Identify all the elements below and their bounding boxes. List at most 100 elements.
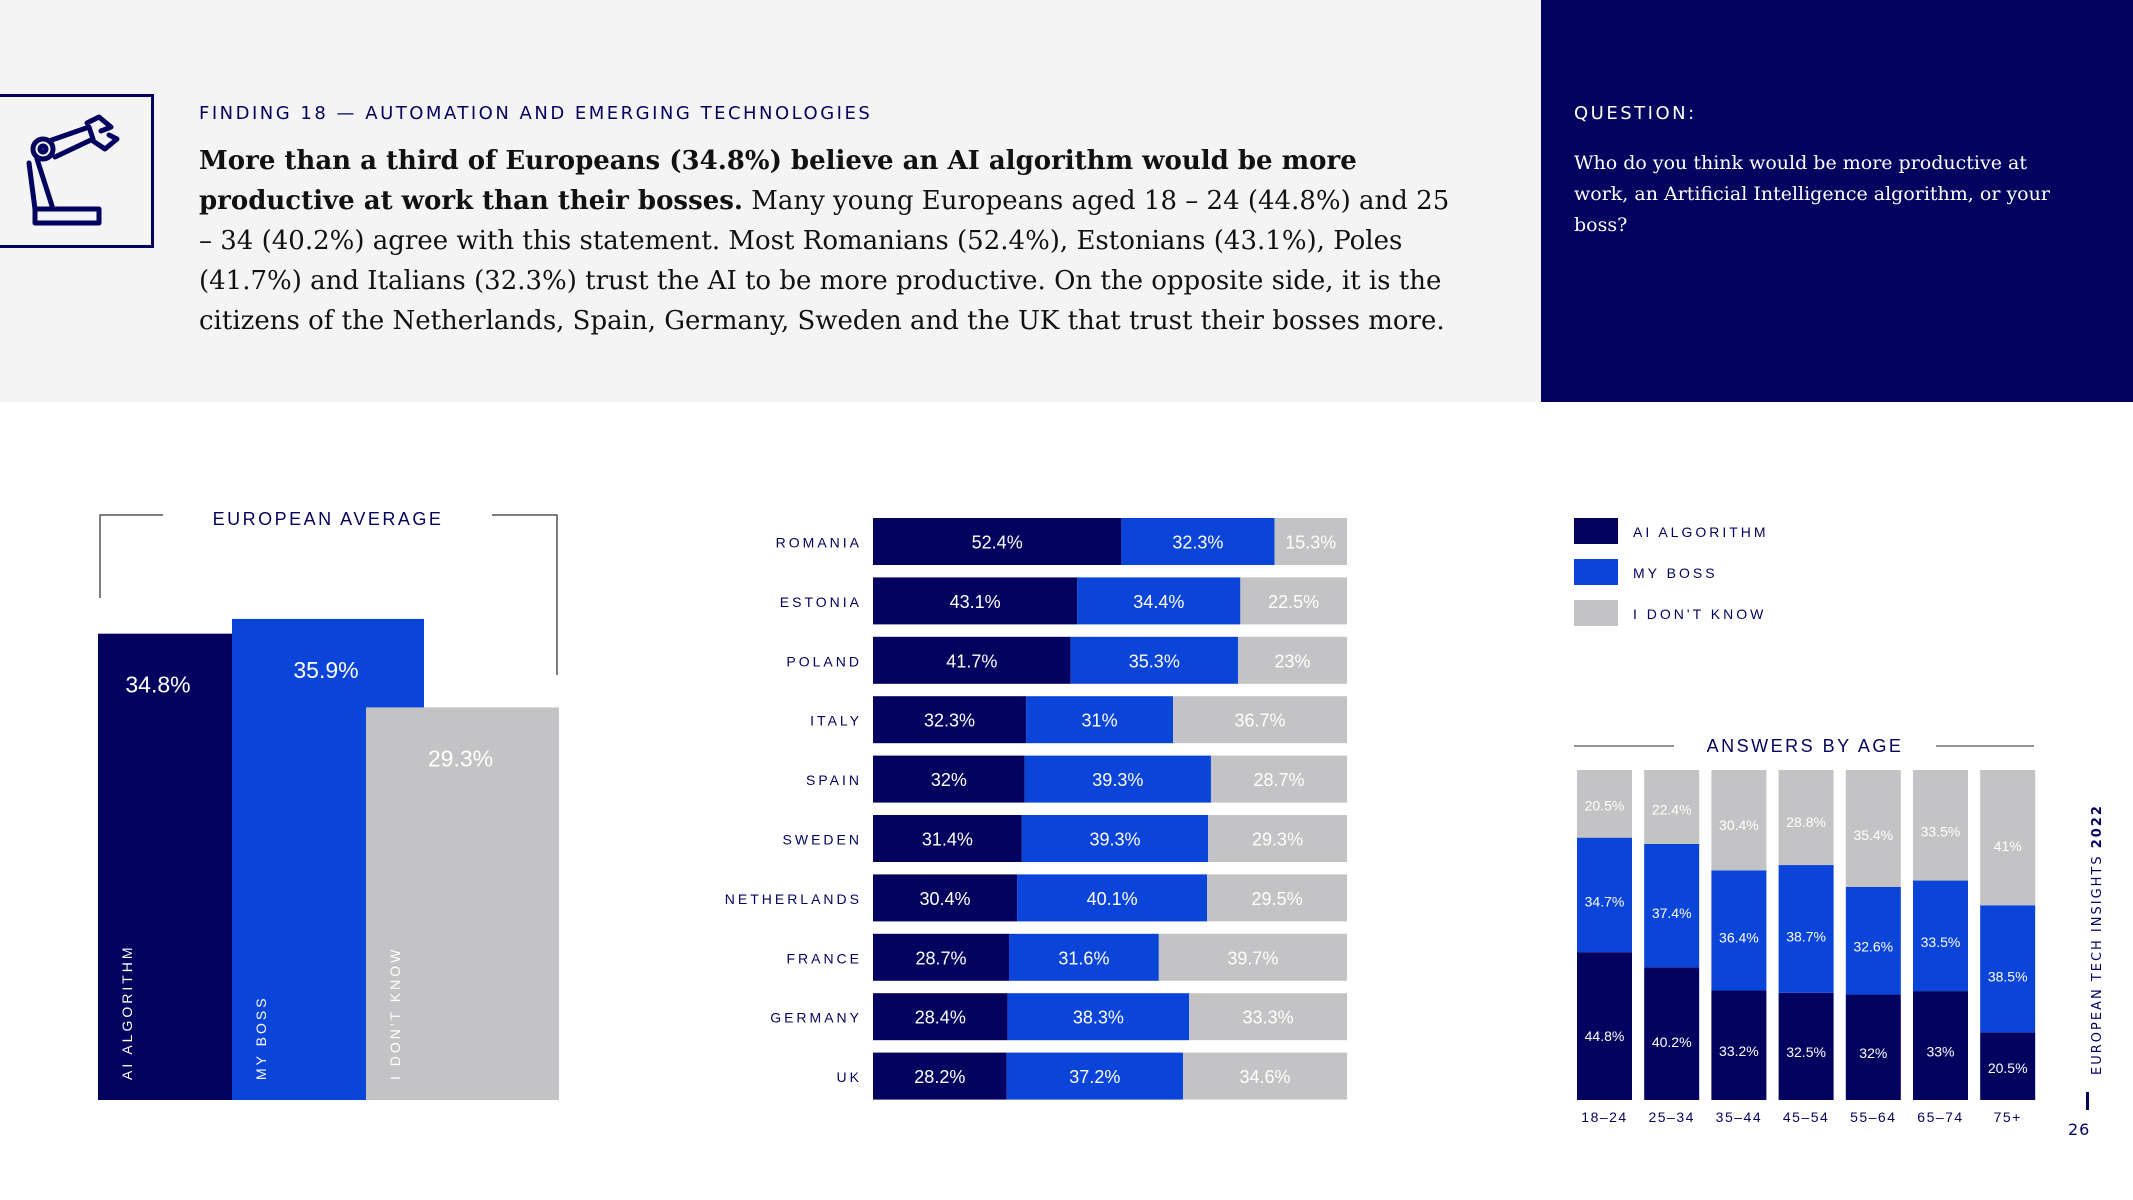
country-bar-segment (1077, 577, 1241, 625)
country-value-label: 37.2% (1069, 1067, 1120, 1087)
age-bar-segment (1845, 886, 1901, 995)
age-category-label: 65–74 (1917, 1109, 1963, 1125)
robotic-arm-icon (26, 114, 120, 226)
age-value-label: 32.6% (1853, 938, 1893, 954)
age-chart-title: ANSWERS BY AGE (1707, 736, 1904, 756)
country-label: ESTONIA (780, 594, 862, 610)
country-bar-segment (873, 636, 1071, 684)
country-value-label: 15.3% (1285, 533, 1336, 553)
country-value-label: 40.1% (1087, 889, 1138, 909)
country-bar-segment (1009, 933, 1159, 981)
country-bar-segment (1274, 518, 1347, 565)
country-chart: ROMANIA 52.4% 32.3% 15.3% ESTONIA 43.1% 34.4% 2… (725, 518, 1347, 1100)
country-value-label: 34.6% (1239, 1067, 1290, 1087)
age-chart: ANSWERS BY AGE 44.8% 34.7% 20.5% 18–24 40.2%… (1574, 736, 2036, 1125)
country-value-label: 31.4% (922, 830, 973, 850)
age-bar-segment (1644, 843, 1700, 968)
country-bar-segment (1007, 993, 1190, 1041)
country-label: GERMANY (770, 1010, 862, 1026)
legend-label: AI ALGORITHM (1633, 524, 1769, 540)
country-bar-segment (1208, 815, 1347, 862)
age-value-label: 33% (1926, 1043, 1954, 1059)
country-bar-segment (1006, 1052, 1183, 1100)
country-bar-segment (873, 815, 1022, 862)
legend-label: I DON'T KNOW (1633, 606, 1766, 622)
avg-value-label-1: 35.9% (293, 657, 358, 683)
age-bar-segment (1577, 770, 1632, 838)
age-value-label: 38.5% (1988, 969, 2028, 985)
age-bar-segment (1845, 770, 1901, 887)
country-bar-segment (1189, 993, 1347, 1041)
country-value-label: 39.7% (1227, 948, 1278, 968)
age-bar-segment (1778, 992, 1834, 1100)
report-title-year: 2022 (2090, 804, 2105, 849)
country-value-label: 32.3% (924, 711, 975, 731)
country-bar-segment (1182, 1052, 1347, 1100)
country-value-label: 35.3% (1129, 651, 1180, 671)
country-value-label: 32.3% (1172, 533, 1223, 553)
country-value-label: 39.3% (1089, 830, 1140, 850)
country-value-label: 33.3% (1243, 1008, 1294, 1028)
european-average-title: EUROPEAN AVERAGE (213, 509, 444, 529)
page-number: 26 (2068, 1120, 2091, 1139)
legend-swatch (1574, 600, 1618, 626)
age-category-label: 55–64 (1850, 1109, 1896, 1125)
country-value-label: 29.5% (1252, 889, 1303, 909)
age-value-label: 36.4% (1719, 929, 1759, 945)
country-value-label: 41.7% (946, 651, 997, 671)
avg-category-label-1: MY BOSS (253, 995, 269, 1080)
country-bar-segment (873, 993, 1008, 1041)
age-value-label: 33.2% (1719, 1043, 1759, 1059)
country-value-label: 31.6% (1058, 948, 1109, 968)
finding-bold: More than a third of Europeans (34.8%) b… (199, 146, 1357, 216)
age-bar-segment (1577, 952, 1632, 1100)
country-label: ROMANIA (776, 535, 862, 551)
finding-panel: FINDING 18 — AUTOMATION AND EMERGING TEC… (0, 0, 1541, 402)
country-bar-segment (873, 577, 1078, 625)
finding-label: FINDING 18 — AUTOMATION AND EMERGING TEC… (199, 103, 873, 124)
age-value-label: 44.8% (1585, 1028, 1625, 1044)
question-panel (1541, 0, 2133, 402)
age-bar-segment (1913, 991, 1968, 1100)
age-bar-segment (1711, 990, 1767, 1100)
age-bar-segment (1644, 770, 1700, 844)
age-bar-segment (1778, 865, 1834, 993)
age-category-label: 75+ (1994, 1109, 2022, 1125)
age-category-label: 45–54 (1783, 1109, 1829, 1125)
age-value-label: 30.4% (1719, 817, 1759, 833)
country-value-label: 29.3% (1252, 830, 1303, 850)
country-bar-segment (873, 696, 1027, 744)
age-bar-segment (1644, 967, 1700, 1100)
avg-category-label-0: AI ALGORITHM (119, 944, 135, 1080)
country-bar-segment (1207, 874, 1347, 922)
bracket-right (492, 514, 558, 675)
finding-text: More than a third of Europeans (34.8%) b… (199, 141, 1459, 341)
finding-body: Many young Europeans aged 18 – 24 (44.8%… (199, 186, 1450, 336)
country-value-label: 28.2% (914, 1067, 965, 1087)
report-title: EUROPEAN TECH INSIGHTS 2022 (2090, 804, 2105, 1075)
country-bar-segment (873, 518, 1122, 565)
country-label: SWEDEN (783, 832, 862, 848)
age-value-label: 33.5% (1921, 823, 1961, 839)
avg-value-label-0: 34.8% (125, 672, 190, 698)
european-average-chart: EUROPEAN AVERAGE 34.8% AI ALGORITHM 35.9% M… (98, 509, 559, 1100)
country-label: POLAND (786, 653, 862, 669)
country-value-label: 52.4% (972, 533, 1023, 553)
age-category-label: 35–44 (1716, 1109, 1762, 1125)
country-label: FRANCE (786, 950, 862, 966)
age-category-label: 18–24 (1581, 1109, 1627, 1125)
country-value-label: 22.5% (1268, 592, 1319, 612)
age-category-label: 25–34 (1648, 1109, 1694, 1125)
country-label: SPAIN (806, 772, 862, 788)
country-bar-segment (1026, 696, 1174, 744)
country-value-label: 28.4% (915, 1008, 966, 1028)
age-bar-segment (1980, 770, 2036, 906)
country-value-label: 31% (1082, 711, 1118, 731)
age-bar-segment (1711, 870, 1767, 991)
country-value-label: 30.4% (920, 889, 971, 909)
age-value-label: 32.5% (1786, 1044, 1826, 1060)
avg-category-label-2: I DON'T KNOW (387, 947, 403, 1080)
country-bar-segment (1017, 874, 1208, 922)
avg-bar-2 (366, 707, 559, 1100)
